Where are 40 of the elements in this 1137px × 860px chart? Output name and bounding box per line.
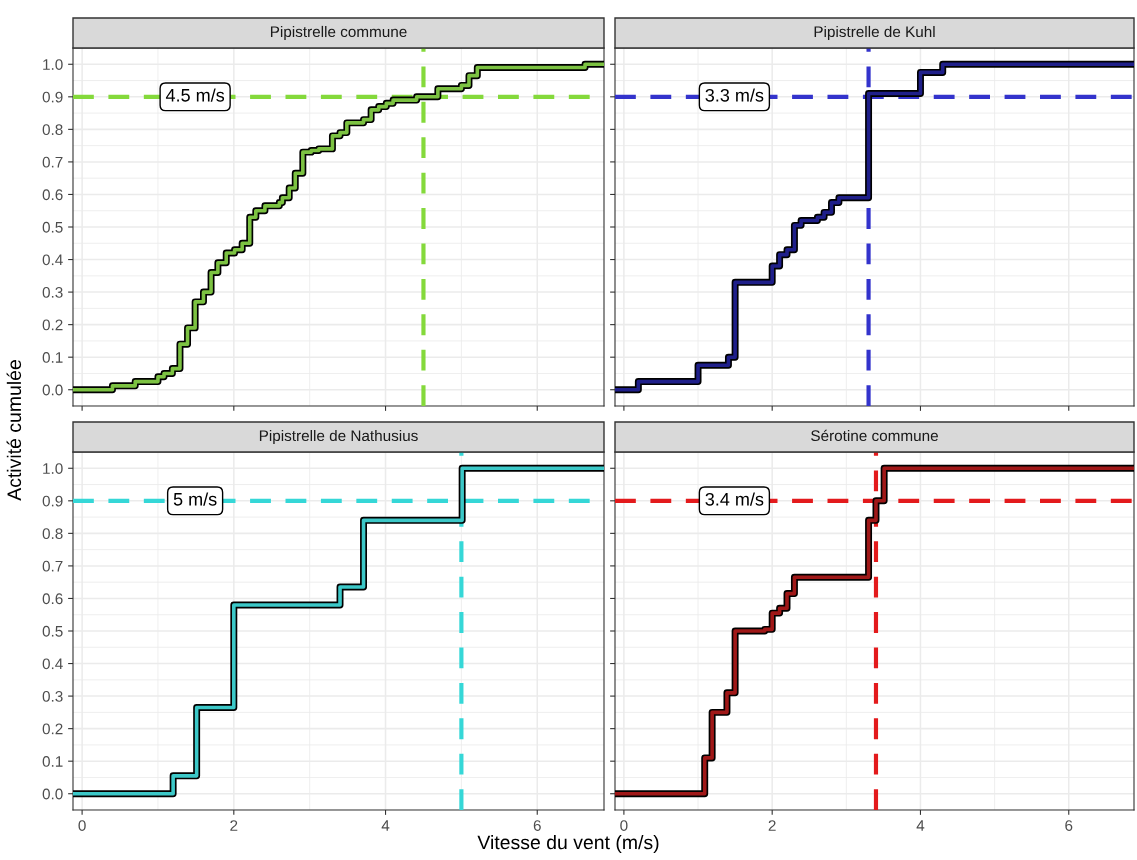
chart-title: Pipistrelle de Kuhl [814,25,935,41]
y-tick-label: 0.0 [42,788,63,800]
x-tick-label: 6 [533,820,541,831]
y-tick-label: 0.1 [42,756,63,767]
annotation: 3.3 m/s [705,88,764,102]
y-tick-label: 0.5 [42,625,63,637]
y-tick-label: 0.0 [42,384,63,396]
y-tick-label: 0.2 [42,319,63,331]
x-axis-title: Vitesse du vent (m/s) [477,834,659,854]
annotation: 4.5 m/s [165,88,225,102]
x-tick-label: 4 [916,820,925,831]
y-tick-label: 0.9 [42,91,63,103]
x-tick-label: 0 [78,820,86,831]
y-tick-label: 0.9 [42,495,63,507]
y-tick-label: 0.6 [42,189,63,201]
y-tick-label: 0.7 [42,156,63,168]
y-tick-label: 0.3 [42,690,63,702]
y-tick-label: 0.6 [42,593,63,605]
y-tick-label: 0.4 [42,658,63,670]
y-tick-label: 0.4 [42,254,63,266]
y-tick-label: 0.1 [42,352,63,363]
y-tick-label: 0.7 [42,560,63,572]
y-tick-label: 0.3 [42,286,63,298]
x-tick-label: 4 [381,820,390,831]
chart-title: Sérotine commune [811,429,938,442]
chart-title: Pipistrelle commune [270,25,407,41]
x-tick-label: 6 [1065,820,1073,831]
y-tick-label: 1.0 [43,59,63,70]
y-axis-title: Activité cumulée [6,360,22,501]
y-tick-label: 0.2 [42,723,63,735]
x-tick-label: 2 [230,820,238,831]
chart-title: Pipistrelle de Nathusius [259,429,418,445]
y-tick-label: 0.8 [42,124,63,136]
x-tick-label: 0 [620,820,628,831]
y-tick-label: 0.8 [42,528,63,540]
y-tick-label: 0.5 [42,221,63,233]
y-tick-label: 1.0 [43,463,63,474]
annotation: 3.4 m/s [705,492,764,506]
x-tick-label: 2 [768,820,776,831]
annotation: 5 m/s [173,492,217,506]
